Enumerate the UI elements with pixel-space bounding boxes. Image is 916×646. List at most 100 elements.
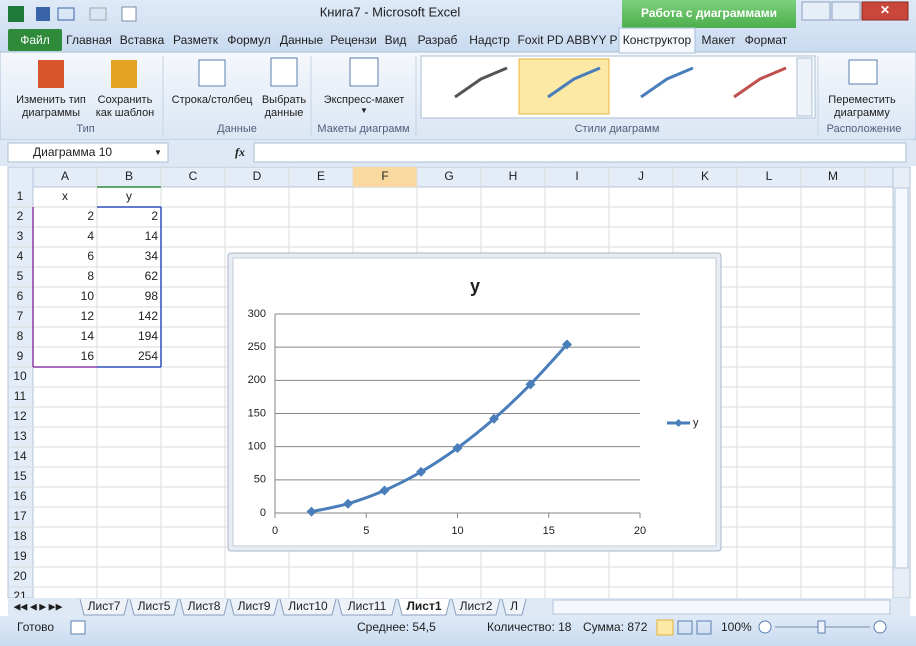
macro-icon[interactable] xyxy=(70,620,86,635)
cell[interactable]: 194 xyxy=(138,329,158,343)
row-header[interactable]: 9 xyxy=(17,349,24,363)
name-box[interactable] xyxy=(7,142,169,163)
column-header[interactable]: F xyxy=(381,169,388,183)
ribbon-button-label[interactable]: Строка/столбец xyxy=(172,94,253,106)
row-header[interactable]: 17 xyxy=(13,509,27,523)
maximize-button[interactable] xyxy=(831,1,861,21)
row-header[interactable]: 13 xyxy=(13,429,27,443)
column-header[interactable]: H xyxy=(509,169,518,183)
fx-button[interactable]: fx xyxy=(235,145,245,159)
cell[interactable]: 14 xyxy=(81,329,95,343)
zoom-level[interactable]: 100% xyxy=(721,620,752,634)
redo-button[interactable] xyxy=(89,7,107,21)
row-header[interactable]: 7 xyxy=(17,309,24,323)
ribbon-tab[interactable]: Данные xyxy=(280,33,324,47)
sheet-tab[interactable] xyxy=(129,598,179,616)
formula-input[interactable] xyxy=(253,142,907,163)
column-header[interactable]: J xyxy=(638,169,644,183)
sheet-tab-label[interactable]: Лист5 xyxy=(138,599,171,613)
save-button[interactable] xyxy=(36,7,50,21)
zoom-out[interactable] xyxy=(758,620,772,634)
sheet-tab[interactable] xyxy=(179,598,229,616)
ribbon-tab[interactable]: Макет xyxy=(702,33,736,47)
row-header[interactable]: 4 xyxy=(17,249,24,263)
sheet-tab[interactable] xyxy=(279,598,337,616)
row-header[interactable]: 3 xyxy=(17,229,24,243)
ribbon-tab[interactable]: Разраб xyxy=(418,33,458,47)
row-header[interactable]: 19 xyxy=(13,549,27,563)
cell[interactable]: 34 xyxy=(145,249,159,263)
ribbon-button-label[interactable]: Выбрать xyxy=(262,94,307,106)
scroll-thumb[interactable] xyxy=(894,187,909,569)
zoom-in[interactable] xyxy=(873,620,887,634)
row-header[interactable]: 1 xyxy=(17,189,24,203)
column-header[interactable]: A xyxy=(61,169,69,183)
ribbon-button-label[interactable]: диаграммы xyxy=(22,107,80,119)
cell[interactable]: 16 xyxy=(81,349,95,363)
undo-button[interactable] xyxy=(57,7,75,21)
column-header[interactable]: G xyxy=(444,169,453,183)
close-button[interactable] xyxy=(861,1,909,21)
sheet-tab-label[interactable]: Л xyxy=(510,599,518,613)
sheet-tab-label[interactable]: Лист2 xyxy=(460,599,493,613)
ribbon-button-label[interactable]: Экспресс-макет xyxy=(324,94,405,106)
cell[interactable]: 6 xyxy=(87,249,94,263)
ribbon-button-label[interactable]: Переместить xyxy=(828,94,896,106)
row-header[interactable]: 8 xyxy=(17,329,24,343)
page-layout-view[interactable] xyxy=(677,620,693,635)
cell[interactable]: 62 xyxy=(145,269,159,283)
column-header[interactable]: L xyxy=(766,169,773,183)
gallery-scroll[interactable] xyxy=(796,57,813,117)
sheet-tab[interactable] xyxy=(451,598,501,616)
column-header[interactable]: I xyxy=(575,169,578,183)
sheet-tab-label[interactable]: Лист1 xyxy=(406,599,441,613)
sheet-tab[interactable] xyxy=(79,598,129,616)
ribbon-tab[interactable]: Формул xyxy=(227,33,271,47)
zoom-thumb[interactable] xyxy=(817,620,826,634)
column-header[interactable]: B xyxy=(125,169,133,183)
cell[interactable]: 4 xyxy=(87,229,94,243)
row-header[interactable]: 5 xyxy=(17,269,24,283)
cell[interactable]: 10 xyxy=(81,289,95,303)
sheet-tab[interactable] xyxy=(229,598,279,616)
ribbon-tab[interactable]: Вставка xyxy=(120,33,165,47)
page-break-view[interactable] xyxy=(696,620,712,635)
row-header[interactable]: 10 xyxy=(13,369,27,383)
row-header[interactable]: 2 xyxy=(17,209,24,223)
normal-view[interactable] xyxy=(656,619,674,636)
row-header[interactable]: 11 xyxy=(14,389,27,403)
row-header[interactable]: 18 xyxy=(13,529,27,543)
ribbon-tab[interactable]: Разметк xyxy=(173,33,219,47)
minimize-button[interactable] xyxy=(801,1,831,21)
sheet-tab-label[interactable]: Лист9 xyxy=(238,599,271,613)
ribbon-tab[interactable]: Конструктор xyxy=(623,33,692,47)
column-header[interactable]: K xyxy=(701,169,709,183)
cell[interactable]: 12 xyxy=(81,309,95,323)
ribbon-tab[interactable]: ABBYY P xyxy=(566,33,617,47)
ribbon-tab[interactable]: Вид xyxy=(385,33,407,47)
ribbon-button-label[interactable]: диаграмму xyxy=(834,107,890,119)
ribbon-tab[interactable]: Файл xyxy=(20,33,50,47)
ribbon-button-label[interactable]: Сохранить xyxy=(98,94,153,106)
column-header[interactable]: C xyxy=(189,169,198,183)
cell[interactable]: 142 xyxy=(138,309,158,323)
tab-active[interactable] xyxy=(618,27,696,54)
cell[interactable]: x xyxy=(62,189,68,203)
horizontal-scrollbar[interactable] xyxy=(552,599,891,615)
sheet-tab[interactable] xyxy=(337,598,397,616)
row-header[interactable]: 16 xyxy=(13,489,27,503)
cell[interactable]: 98 xyxy=(145,289,159,303)
ribbon-button-label[interactable]: данные xyxy=(265,107,304,119)
row-header[interactable]: 15 xyxy=(13,469,27,483)
cell[interactable]: 2 xyxy=(87,209,94,223)
row-header[interactable]: 12 xyxy=(13,409,27,423)
cell[interactable]: 254 xyxy=(138,349,158,363)
cell[interactable]: 14 xyxy=(145,229,159,243)
sheet-tab-label[interactable]: Лист11 xyxy=(348,599,387,613)
sheet-tab-label[interactable]: Лист8 xyxy=(188,599,221,613)
row-header[interactable]: 6 xyxy=(17,289,24,303)
ribbon-tab[interactable]: Надстр xyxy=(469,33,510,47)
ribbon-tab[interactable]: Главная xyxy=(66,33,112,47)
column-header[interactable]: D xyxy=(253,169,262,183)
file-tab[interactable] xyxy=(8,29,62,51)
